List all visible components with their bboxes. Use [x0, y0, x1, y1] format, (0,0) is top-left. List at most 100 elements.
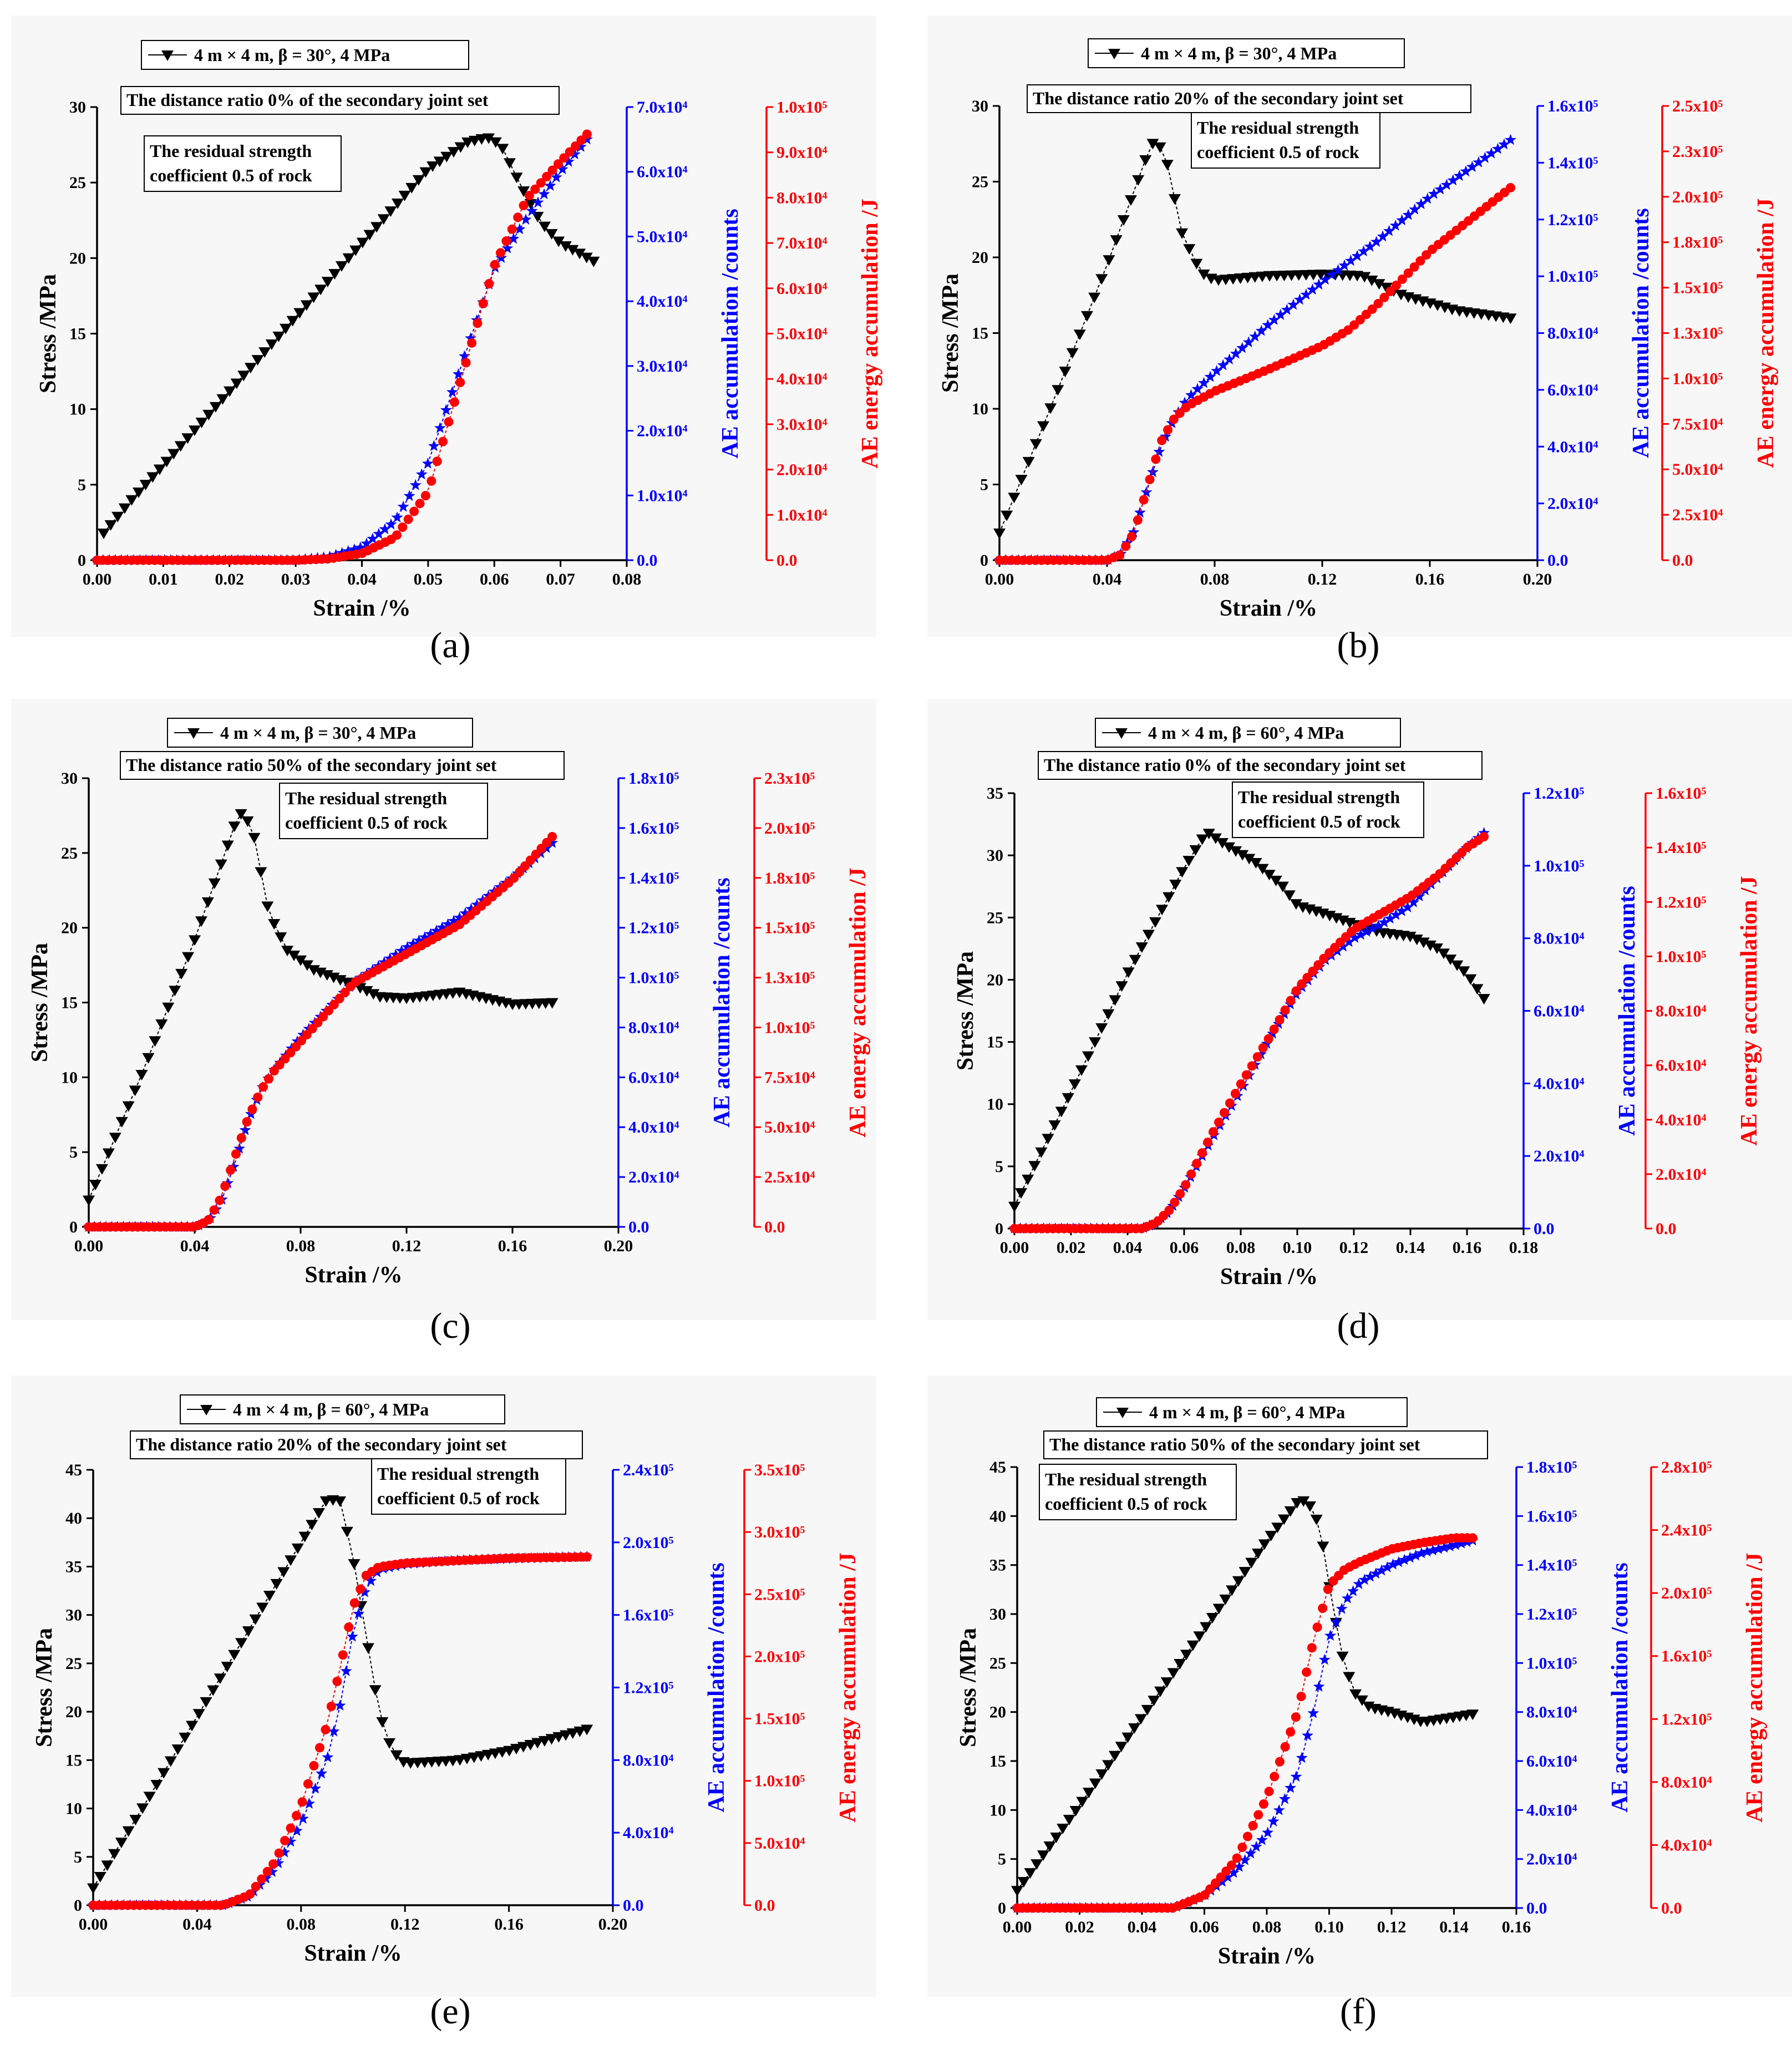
y-axis-title: Stress /MPa: [953, 951, 978, 1070]
ae-counts-point: [1313, 278, 1325, 290]
ae-counts-point: [1361, 925, 1373, 937]
stress-point: [249, 1614, 262, 1625]
x-tick-label: 0.14: [1396, 1239, 1425, 1257]
ae-counts-tick-label: 4.0x10⁴: [623, 1824, 674, 1842]
ae-energy-point: [302, 1029, 312, 1039]
ae-counts-point: [1444, 1540, 1456, 1551]
stress-point: [1223, 842, 1236, 853]
ae-counts-tick-label: 4.0x10⁴: [637, 292, 688, 311]
ae-counts-tick-label: 0.0: [1547, 551, 1568, 570]
ae-counts-point: [1217, 359, 1229, 371]
ae-counts-point: [285, 1835, 297, 1847]
stress-point: [349, 245, 362, 256]
ae-counts-point: [1307, 283, 1318, 295]
stress-point: [559, 241, 572, 252]
stress-point: [524, 1740, 537, 1751]
ae-energy-point: [1186, 1169, 1196, 1179]
stress-point: [1001, 510, 1013, 521]
ae-energy-tick-label: 3.0x10⁴: [776, 415, 828, 434]
ae-energy-point: [1263, 1034, 1273, 1044]
ae-counts-point: [354, 541, 367, 553]
stress-point: [503, 1745, 516, 1757]
stress-point: [195, 418, 208, 429]
ae-energy-tick-label: 4.0x10⁴: [1656, 1111, 1707, 1129]
stress-point: [538, 221, 551, 232]
stress-point: [1206, 1613, 1219, 1624]
stress-point: [1083, 1788, 1095, 1799]
legend-marker: [1108, 49, 1120, 59]
ae-energy-tick-label: 0.0: [1661, 1899, 1682, 1917]
distance-ratio-box: [130, 1430, 583, 1459]
ae-energy-point: [1392, 280, 1402, 290]
stress-point: [286, 316, 299, 327]
stress-point: [1103, 255, 1115, 266]
stress-point: [447, 147, 460, 158]
panel-label: (c): [430, 1306, 470, 1346]
stress-point: [201, 897, 214, 908]
stress-point: [1042, 1134, 1054, 1145]
stress-point: [1197, 270, 1210, 281]
ae-counts-tick-label: 1.8x10⁵: [628, 769, 679, 788]
ae-counts-tick-label: 2.0x10⁴: [637, 422, 688, 440]
stress-point: [268, 919, 281, 930]
stress-point: [1180, 1650, 1193, 1661]
ae-counts-tick-label: 1.0x10⁴: [637, 486, 688, 505]
stress-point: [251, 355, 264, 366]
stress-point: [384, 206, 397, 217]
ae-energy-point: [501, 236, 511, 246]
ae-energy-point: [398, 522, 408, 532]
stress-point: [587, 256, 600, 267]
x-tick-label: 0.16: [498, 1237, 527, 1255]
ae-counts-point: [1433, 1542, 1445, 1554]
ae-energy-point: [1252, 1052, 1262, 1062]
stress-point: [1380, 282, 1393, 293]
ae-counts-point: [1387, 1558, 1399, 1570]
ae-energy-point: [438, 437, 448, 446]
ae-energy-axis-title: AE energy accumulation /J: [845, 867, 871, 1137]
stress-point: [115, 1117, 128, 1128]
ae-energy-point: [1415, 256, 1425, 266]
stress-point: [1176, 867, 1189, 878]
stress-point: [1062, 1093, 1074, 1104]
ae-energy-point: [1237, 1843, 1247, 1853]
ae-energy-point: [245, 1889, 255, 1899]
stress-point: [1048, 1120, 1061, 1131]
ae-energy-point: [258, 1082, 268, 1092]
stress-point: [1069, 1805, 1082, 1816]
legend-label: 4 m × 4 m, β = 60°, 4 MPa: [1149, 1402, 1345, 1422]
stress-point: [1220, 275, 1232, 286]
ae-energy-point: [542, 171, 552, 181]
ae-counts-point: [407, 937, 419, 949]
stress-point: [158, 1768, 170, 1779]
ae-counts-point: [1273, 1804, 1285, 1815]
ae-counts-point: [1262, 319, 1274, 331]
stress-point: [489, 1748, 501, 1759]
stress-point: [1015, 1188, 1028, 1199]
ae-counts-point: [1230, 347, 1242, 359]
ae-energy-tick-label: 1.3x10⁵: [1672, 324, 1723, 343]
y-tick-label: 15: [61, 994, 78, 1012]
x-tick-label: 0.20: [598, 1915, 628, 1934]
x-tick-label: 0.16: [1415, 570, 1445, 588]
stress-point: [1142, 930, 1155, 941]
stress-point: [419, 167, 432, 178]
stress-point: [122, 1826, 135, 1837]
stress-point: [149, 1036, 161, 1047]
ae-energy-point: [495, 248, 505, 258]
x-tick-label: 0.00: [985, 570, 1014, 588]
ae-energy-point: [1157, 435, 1167, 445]
ae-counts-point: [1128, 526, 1140, 537]
stress-point: [244, 363, 257, 374]
stress-point: [1080, 311, 1093, 322]
ae-counts-point: [532, 196, 544, 208]
stress-point: [1022, 1174, 1034, 1185]
ae-counts-point: [1262, 1826, 1274, 1838]
stress-point: [1263, 870, 1276, 881]
y-tick-label: 35: [65, 1557, 82, 1576]
ae-energy-point: [415, 499, 425, 509]
stress-point: [566, 245, 579, 256]
stress-point: [1156, 905, 1169, 916]
ae-energy-point: [1422, 250, 1431, 260]
legend-label: 4 m × 4 m, β = 30°, 4 MPa: [1141, 43, 1337, 63]
ae-energy-point: [329, 999, 339, 1009]
